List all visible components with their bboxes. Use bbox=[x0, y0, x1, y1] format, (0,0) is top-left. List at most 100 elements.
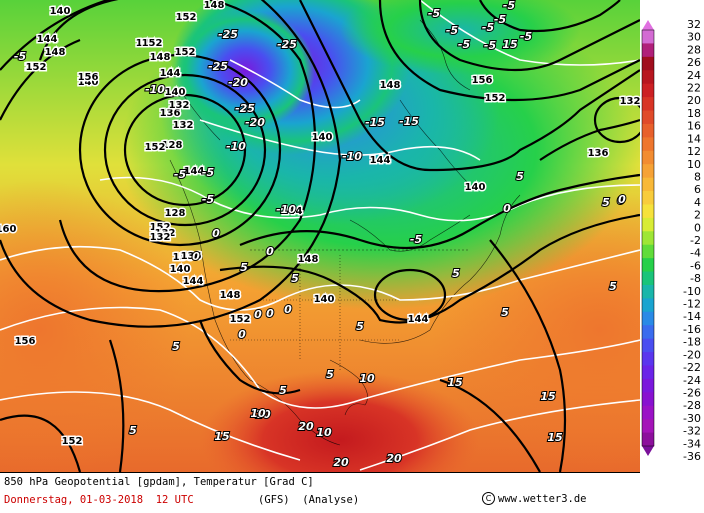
temperature-label: 5 bbox=[279, 384, 287, 397]
geopotential-label: 152 bbox=[62, 436, 83, 447]
temperature-label: 5 bbox=[501, 306, 509, 319]
temperature-label: -10 bbox=[226, 140, 246, 153]
temperature-label: -5 bbox=[494, 13, 507, 26]
temperature-label: 10 bbox=[250, 407, 266, 420]
colorbar-tick-label: 6 bbox=[694, 183, 701, 196]
colorbar-tick-label: -18 bbox=[683, 336, 701, 349]
colorbar-cell bbox=[642, 164, 654, 179]
geopotential-label: 148 bbox=[150, 52, 171, 63]
temperature-label: 20 bbox=[333, 456, 349, 469]
geopotential-label: 148 bbox=[298, 254, 319, 265]
colorbar-cell bbox=[642, 405, 654, 420]
colorbar-cell bbox=[642, 217, 654, 232]
geopotential-label: 128 bbox=[162, 140, 183, 151]
geopotential-label: 140 bbox=[170, 264, 191, 275]
temperature-label: 0 bbox=[503, 202, 511, 215]
copyright-icon: C bbox=[482, 492, 495, 505]
colorbar-tick-label: 28 bbox=[687, 43, 701, 56]
temperature-label: 5 bbox=[291, 272, 299, 285]
colorbar-cell bbox=[642, 258, 654, 273]
geopotential-label: 152 bbox=[145, 142, 166, 153]
geopotential-label: 144 bbox=[37, 34, 58, 45]
temperature-label: 0 bbox=[618, 193, 626, 206]
temperature-label: 15 bbox=[540, 390, 556, 403]
geopotential-label: 152 bbox=[175, 47, 196, 58]
temperature-label: 0 bbox=[266, 307, 274, 320]
colorbar-cell bbox=[642, 311, 654, 326]
geopotential-label: 140 bbox=[465, 182, 486, 193]
geopotential-label: 132 bbox=[155, 228, 176, 239]
temperature-label: -20 bbox=[245, 116, 265, 129]
map-description: 850 hPa Geopotential [gpdam], Temperatur… bbox=[4, 476, 314, 488]
colorbar-tick-label: 30 bbox=[687, 31, 701, 44]
colorbar-tick-label: -16 bbox=[683, 323, 701, 336]
temperature-label: -10 bbox=[342, 150, 362, 163]
colorbar-cell bbox=[642, 298, 654, 313]
geopotential-label: 148 bbox=[204, 0, 225, 11]
temperature-label: -5 bbox=[202, 166, 215, 179]
colorbar-cell bbox=[642, 123, 654, 138]
temperature-label: 5 bbox=[609, 280, 617, 293]
geopotential-label: 132 bbox=[169, 100, 190, 111]
temperature-label: 10 bbox=[359, 372, 375, 385]
colorbar-cell bbox=[642, 365, 654, 380]
geopotential-label: 152 bbox=[485, 93, 506, 104]
temperature-label: -20 bbox=[228, 76, 248, 89]
colorbar-cell bbox=[642, 231, 654, 246]
temperature-label: 15 bbox=[214, 430, 230, 443]
temperature-label: -5 bbox=[410, 233, 423, 246]
colorbar-cell bbox=[642, 150, 654, 165]
temperature-label: -25 bbox=[218, 28, 238, 41]
colorbar-tick-label: 8 bbox=[694, 170, 701, 183]
colorbar-tick-label: -14 bbox=[683, 310, 701, 323]
colorbar-tick-label: -10 bbox=[683, 285, 701, 298]
temperature-label: 0 bbox=[266, 245, 274, 258]
geopotential-label: 144 bbox=[408, 314, 429, 325]
colorbar-cell bbox=[642, 70, 654, 85]
colorbar-tick-label: -12 bbox=[683, 298, 701, 311]
colorbar-cell bbox=[642, 338, 654, 353]
temperature-label: -15 bbox=[399, 115, 419, 128]
temperature-label: 5 bbox=[452, 267, 460, 280]
temperature-label: -5 bbox=[520, 30, 533, 43]
temperature-label: -10 bbox=[276, 203, 296, 216]
geopotential-label: 152 bbox=[230, 314, 251, 325]
geopotential-label: 136 bbox=[173, 252, 194, 263]
temperature-label: -5 bbox=[174, 168, 187, 181]
geopotential-label: 148 bbox=[380, 80, 401, 91]
colorbar-tick-label: -20 bbox=[683, 348, 701, 361]
geopotential-label: 144 bbox=[282, 206, 303, 217]
credit-link[interactable]: www.wetter3.de bbox=[498, 492, 587, 505]
colorbar-tick-label: 16 bbox=[687, 120, 701, 133]
colorbar-cell bbox=[642, 191, 654, 205]
geopotential-label: 148 bbox=[220, 290, 241, 301]
temperature-label: 10 bbox=[316, 426, 332, 439]
geopotential-label: 144 bbox=[370, 155, 391, 166]
colorbar-cell bbox=[642, 137, 654, 152]
colorbar-tick-label: 2 bbox=[694, 209, 701, 222]
colorbar-tick-label: -30 bbox=[683, 412, 701, 425]
colorbar-tick-label: 18 bbox=[687, 107, 701, 120]
temperature-label: 5 bbox=[240, 261, 248, 274]
geopotential-label: 136 bbox=[181, 251, 202, 262]
temperature-label: 0 bbox=[254, 308, 262, 321]
geopotential-label: 128 bbox=[165, 208, 186, 219]
colorbar-min-arrow bbox=[642, 446, 654, 456]
credit[interactable]: C www.wetter3.de bbox=[482, 492, 587, 505]
temperature-label: 5 bbox=[326, 368, 334, 381]
temperature-label: -5 bbox=[484, 39, 497, 52]
colorbar-tick-label: -32 bbox=[683, 425, 701, 438]
colorbar-tick-label: -2 bbox=[690, 234, 701, 247]
temperature-label: -5 bbox=[14, 50, 27, 63]
geopotential-label: 148 bbox=[45, 47, 66, 58]
temperature-label: -10 bbox=[145, 83, 165, 96]
temperature-label: -5 bbox=[458, 38, 471, 51]
temperature-colorbar: 32302826242220181614121086420-2-4-6-8-10… bbox=[641, 18, 701, 463]
geopotential-label: 140 bbox=[50, 6, 71, 17]
geopotential-label: 156 bbox=[472, 75, 493, 86]
geopotential-label: 140 bbox=[314, 294, 335, 305]
colorbar-tick-label: 20 bbox=[687, 94, 701, 107]
